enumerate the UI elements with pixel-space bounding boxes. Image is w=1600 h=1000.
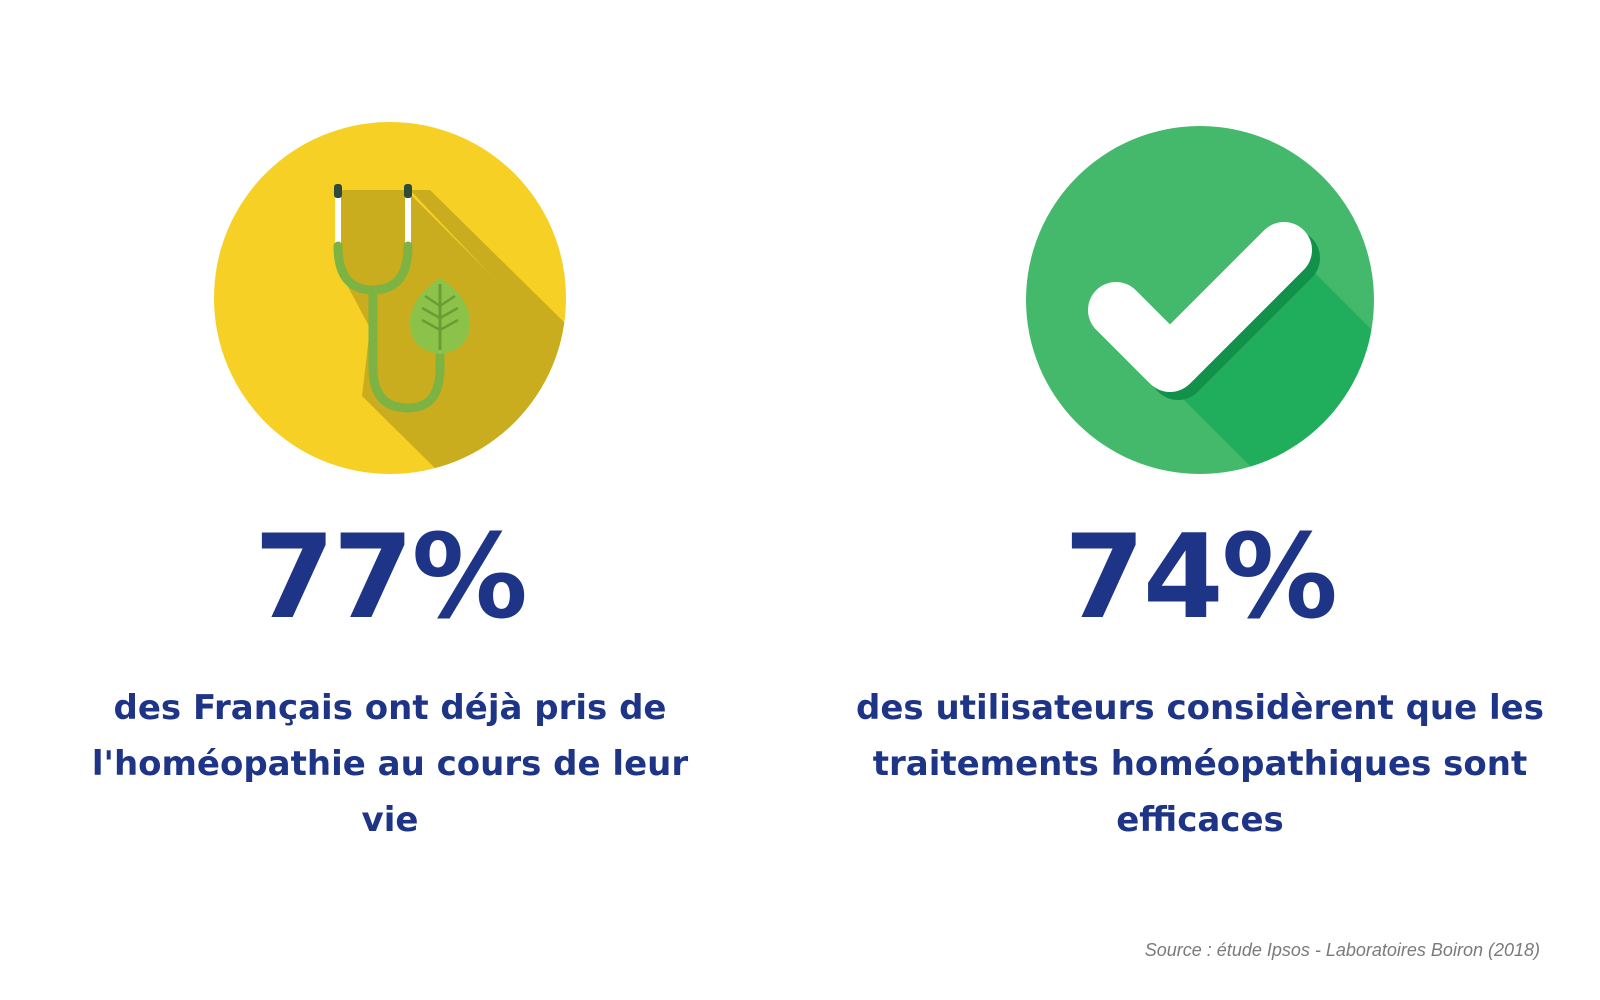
source-citation: Source : étude Ipsos - Laboratoires Boir… [1144, 940, 1540, 960]
stat-card-french-users: 77% des Français ont déjà pris de l'homé… [10, 0, 770, 900]
stat-caption: des utilisateurs considèrent que les tra… [856, 688, 1544, 840]
stat-card-efficacy: 74% des utilisateurs considèrent que les… [820, 0, 1580, 900]
stethoscope-leaf-icon [210, 118, 570, 478]
stat-caption: des Français ont déjà pris de l'homéopat… [91, 688, 689, 840]
stat-percent: 77% [254, 510, 528, 645]
checkmark-icon [1022, 122, 1378, 478]
stat-percent: 74% [1064, 510, 1338, 645]
